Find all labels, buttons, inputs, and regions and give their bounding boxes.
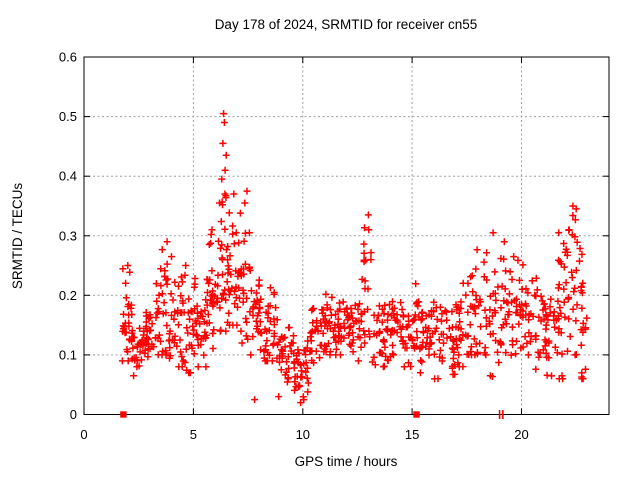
data-points	[118, 110, 591, 407]
zero-square-marker	[413, 411, 420, 418]
scatter-points	[118, 110, 591, 407]
y-tick-label: 0.6	[59, 50, 77, 65]
y-tick-label: 0.1	[59, 347, 77, 362]
tick-labels: 0 5 10 15 20 0 0.1 0.2 0.3 0.4 0.5 0.6	[59, 50, 529, 443]
x-tick-label: 5	[190, 427, 197, 442]
y-tick-label: 0.2	[59, 288, 77, 303]
x-tick-label: 15	[405, 427, 419, 442]
y-axis-label: SRMTID / TECUs	[10, 183, 25, 290]
x-tick-label: 0	[80, 427, 87, 442]
x-tick-label: 20	[514, 427, 528, 442]
zero-square-marker	[120, 411, 127, 418]
y-tick-label: 0.5	[59, 109, 77, 124]
chart-title: Day 178 of 2024, SRMTID for receiver cn5…	[215, 17, 478, 32]
plot-border	[83, 56, 610, 415]
y-tick-label: 0	[70, 407, 77, 422]
zero-markers	[120, 410, 504, 419]
x-tick-label: 10	[296, 427, 310, 442]
y-tick-label: 0.4	[59, 169, 77, 184]
x-axis-label: GPS time / hours	[295, 454, 398, 469]
y-tick-label: 0.3	[59, 228, 77, 243]
